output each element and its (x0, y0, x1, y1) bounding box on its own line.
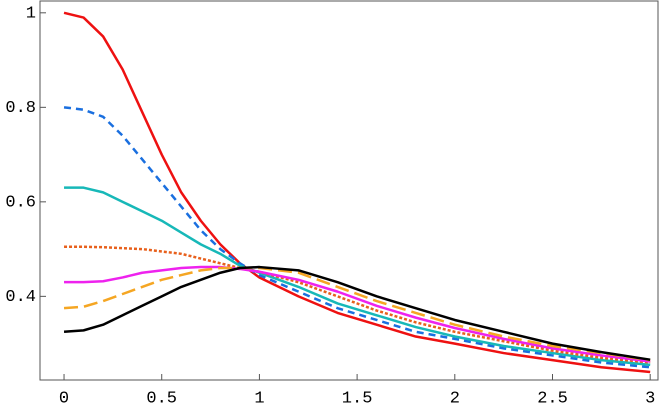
y-tick-label: 0.8 (5, 99, 36, 118)
y-tick-label: 0.4 (5, 288, 36, 307)
series-line (63, 265, 651, 361)
x-tick-label: 2 (450, 389, 460, 408)
x-tick-label: 2.5 (537, 389, 568, 408)
y-tick-label: 1 (26, 4, 36, 23)
x-tick-label: 3 (645, 389, 655, 408)
x-tick-label: 0 (59, 389, 69, 408)
plot-frame (39, 0, 659, 381)
y-tick-label: 0.6 (5, 193, 36, 212)
series-line (64, 186, 651, 367)
x-tick-label: 0.5 (146, 389, 177, 408)
series-line (63, 11, 651, 374)
series-line (63, 106, 651, 369)
series-line (64, 265, 651, 363)
x-tick-label: 1.5 (342, 389, 373, 408)
x-tick-label: 1 (254, 389, 264, 408)
